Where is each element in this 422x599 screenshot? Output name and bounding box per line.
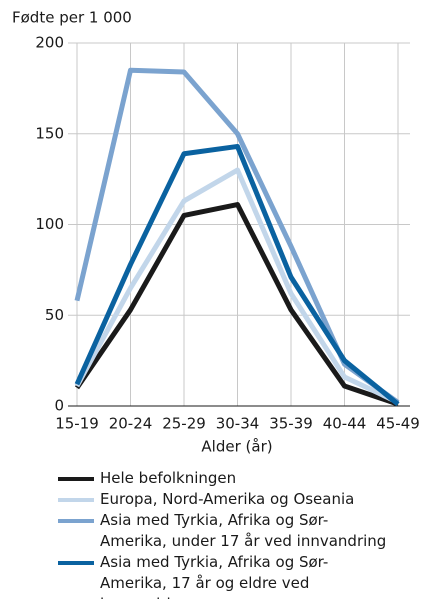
legend-item: Europa, Nord-Amerika og Oseania — [58, 489, 388, 510]
legend-swatch — [58, 477, 94, 481]
x-axis-title: Alder (år) — [201, 438, 272, 456]
legend-swatch — [58, 561, 94, 565]
series-line — [74, 67, 400, 405]
legend-label: Asia med Tyrkia, Afrika og Sør-Amerika, … — [100, 553, 329, 599]
legend-label: Asia med Tyrkia, Afrika og Sør-Amerika, … — [100, 511, 387, 550]
legend-swatch — [58, 519, 94, 523]
legend-label: Europa, Nord-Amerika og Oseania — [100, 490, 355, 508]
legend-item: Asia med Tyrkia, Afrika og Sør-Amerika, … — [58, 552, 388, 599]
legend: Hele befolkningen Europa, Nord-Amerika og… — [58, 468, 388, 599]
chart: Fødte per 1 000 Alder (år) 15-19 20-24 25-… — [12, 9, 420, 456]
y-tick-label: 100 — [35, 215, 64, 233]
y-tick-label: 0 — [54, 397, 64, 415]
y-tick-label: 50 — [45, 306, 64, 324]
y-axis-title: Fødte per 1 000 — [12, 9, 132, 27]
x-tick-label: 25-29 — [162, 415, 206, 433]
y-tick-label: 150 — [35, 124, 64, 142]
series-line — [74, 143, 400, 407]
x-tick-label: 20-24 — [109, 415, 153, 433]
series-line — [74, 167, 400, 405]
y-tick-label: 200 — [35, 34, 64, 52]
legend-swatch — [58, 498, 94, 502]
x-tick-label: 35-39 — [269, 415, 313, 433]
legend-label: Hele befolkningen — [100, 469, 237, 487]
x-tick-label: 45-49 — [376, 415, 420, 433]
legend-item: Hele befolkningen — [58, 468, 388, 489]
x-tick-label: 40-44 — [323, 415, 367, 433]
x-tick-label: 30-34 — [216, 415, 260, 433]
legend-item: Asia med Tyrkia, Afrika og Sør-Amerika, … — [58, 510, 388, 552]
series-line — [74, 202, 399, 407]
x-tick-label: 15-19 — [55, 415, 99, 433]
